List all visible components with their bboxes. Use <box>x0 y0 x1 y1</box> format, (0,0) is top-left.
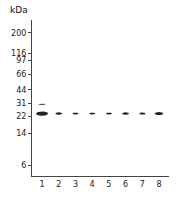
svg-text:5: 5 <box>106 180 111 189</box>
svg-text:kDa: kDa <box>10 5 28 15</box>
svg-text:2: 2 <box>56 180 61 189</box>
svg-text:6: 6 <box>123 180 128 189</box>
svg-text:4: 4 <box>90 180 95 189</box>
svg-text:1: 1 <box>39 180 44 189</box>
svg-text:116: 116 <box>11 49 26 58</box>
svg-text:66: 66 <box>16 70 26 79</box>
svg-text:14: 14 <box>16 129 26 138</box>
svg-text:6: 6 <box>21 161 26 170</box>
svg-text:3: 3 <box>73 180 78 189</box>
svg-text:8: 8 <box>156 180 161 189</box>
svg-text:22: 22 <box>16 112 26 121</box>
svg-text:97: 97 <box>16 56 26 65</box>
svg-text:31: 31 <box>16 99 26 108</box>
svg-text:200: 200 <box>11 29 26 38</box>
svg-text:44: 44 <box>16 86 26 95</box>
svg-text:7: 7 <box>140 180 145 189</box>
